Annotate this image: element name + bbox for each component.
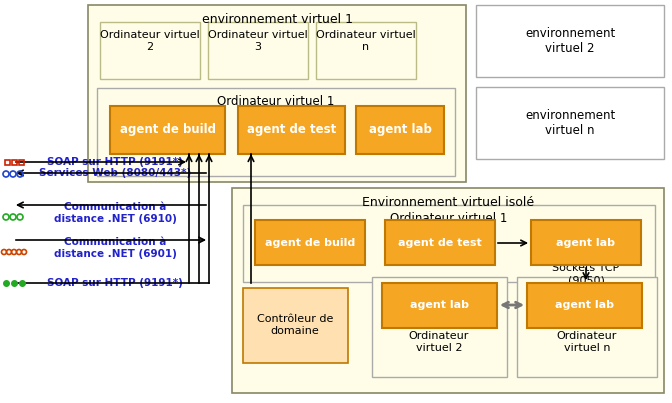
Bar <box>100 22 200 79</box>
Bar <box>232 188 664 393</box>
Bar <box>356 106 444 154</box>
Text: Ordinateur virtuel
2: Ordinateur virtuel 2 <box>100 30 200 52</box>
Bar <box>208 22 308 79</box>
Text: environnement virtuel 1: environnement virtuel 1 <box>202 13 353 26</box>
Text: Ordinateur
virtuel 2: Ordinateur virtuel 2 <box>409 331 469 353</box>
Bar <box>12 160 17 165</box>
Text: Communication à
distance .NET (6901): Communication à distance .NET (6901) <box>54 237 177 259</box>
Text: agent de test: agent de test <box>247 123 336 137</box>
Text: agent lab: agent lab <box>410 301 469 310</box>
Bar <box>316 22 416 79</box>
Bar <box>372 277 507 377</box>
Bar <box>19 160 24 165</box>
Text: Communication à
distance .NET (6910): Communication à distance .NET (6910) <box>54 202 177 224</box>
Text: agent de build: agent de build <box>120 123 216 137</box>
Text: Ordinateur virtuel 1: Ordinateur virtuel 1 <box>217 95 335 108</box>
Text: agent lab: agent lab <box>556 237 616 247</box>
Bar <box>88 5 466 182</box>
Text: Contrôleur de
domaine: Contrôleur de domaine <box>257 314 333 336</box>
Bar <box>243 288 348 363</box>
Text: Ordinateur virtuel
3: Ordinateur virtuel 3 <box>208 30 308 52</box>
Text: agent de test: agent de test <box>398 237 482 247</box>
Bar <box>476 87 664 159</box>
Text: agent lab: agent lab <box>555 301 614 310</box>
Text: environnement
virtuel n: environnement virtuel n <box>525 109 615 137</box>
Text: Ordinateur virtuel
n: Ordinateur virtuel n <box>316 30 416 52</box>
Bar <box>243 205 655 282</box>
Text: Environnement virtuel isolé: Environnement virtuel isolé <box>362 196 534 209</box>
Text: Ordinateur virtuel 1: Ordinateur virtuel 1 <box>390 212 507 225</box>
Bar <box>382 283 497 328</box>
Text: agent de build: agent de build <box>265 237 355 247</box>
Bar <box>385 220 495 265</box>
Bar <box>476 5 664 77</box>
Bar <box>97 88 455 176</box>
Text: environnement
virtuel 2: environnement virtuel 2 <box>525 27 615 55</box>
Text: Services Web (8080/443*): Services Web (8080/443*) <box>39 168 191 178</box>
Bar <box>5 160 10 165</box>
Text: Ordinateur
virtuel n: Ordinateur virtuel n <box>557 331 617 353</box>
Bar <box>255 220 365 265</box>
Text: agent lab: agent lab <box>368 123 431 137</box>
Bar <box>527 283 642 328</box>
Bar <box>238 106 345 154</box>
Text: Sockets TCP
(9050): Sockets TCP (9050) <box>552 263 620 285</box>
Text: SOAP sur HTTP (9191*): SOAP sur HTTP (9191*) <box>47 157 183 167</box>
Text: SOAP sur HTTP (9191*): SOAP sur HTTP (9191*) <box>47 278 183 288</box>
Bar <box>517 277 657 377</box>
Bar <box>531 220 641 265</box>
Bar <box>110 106 225 154</box>
